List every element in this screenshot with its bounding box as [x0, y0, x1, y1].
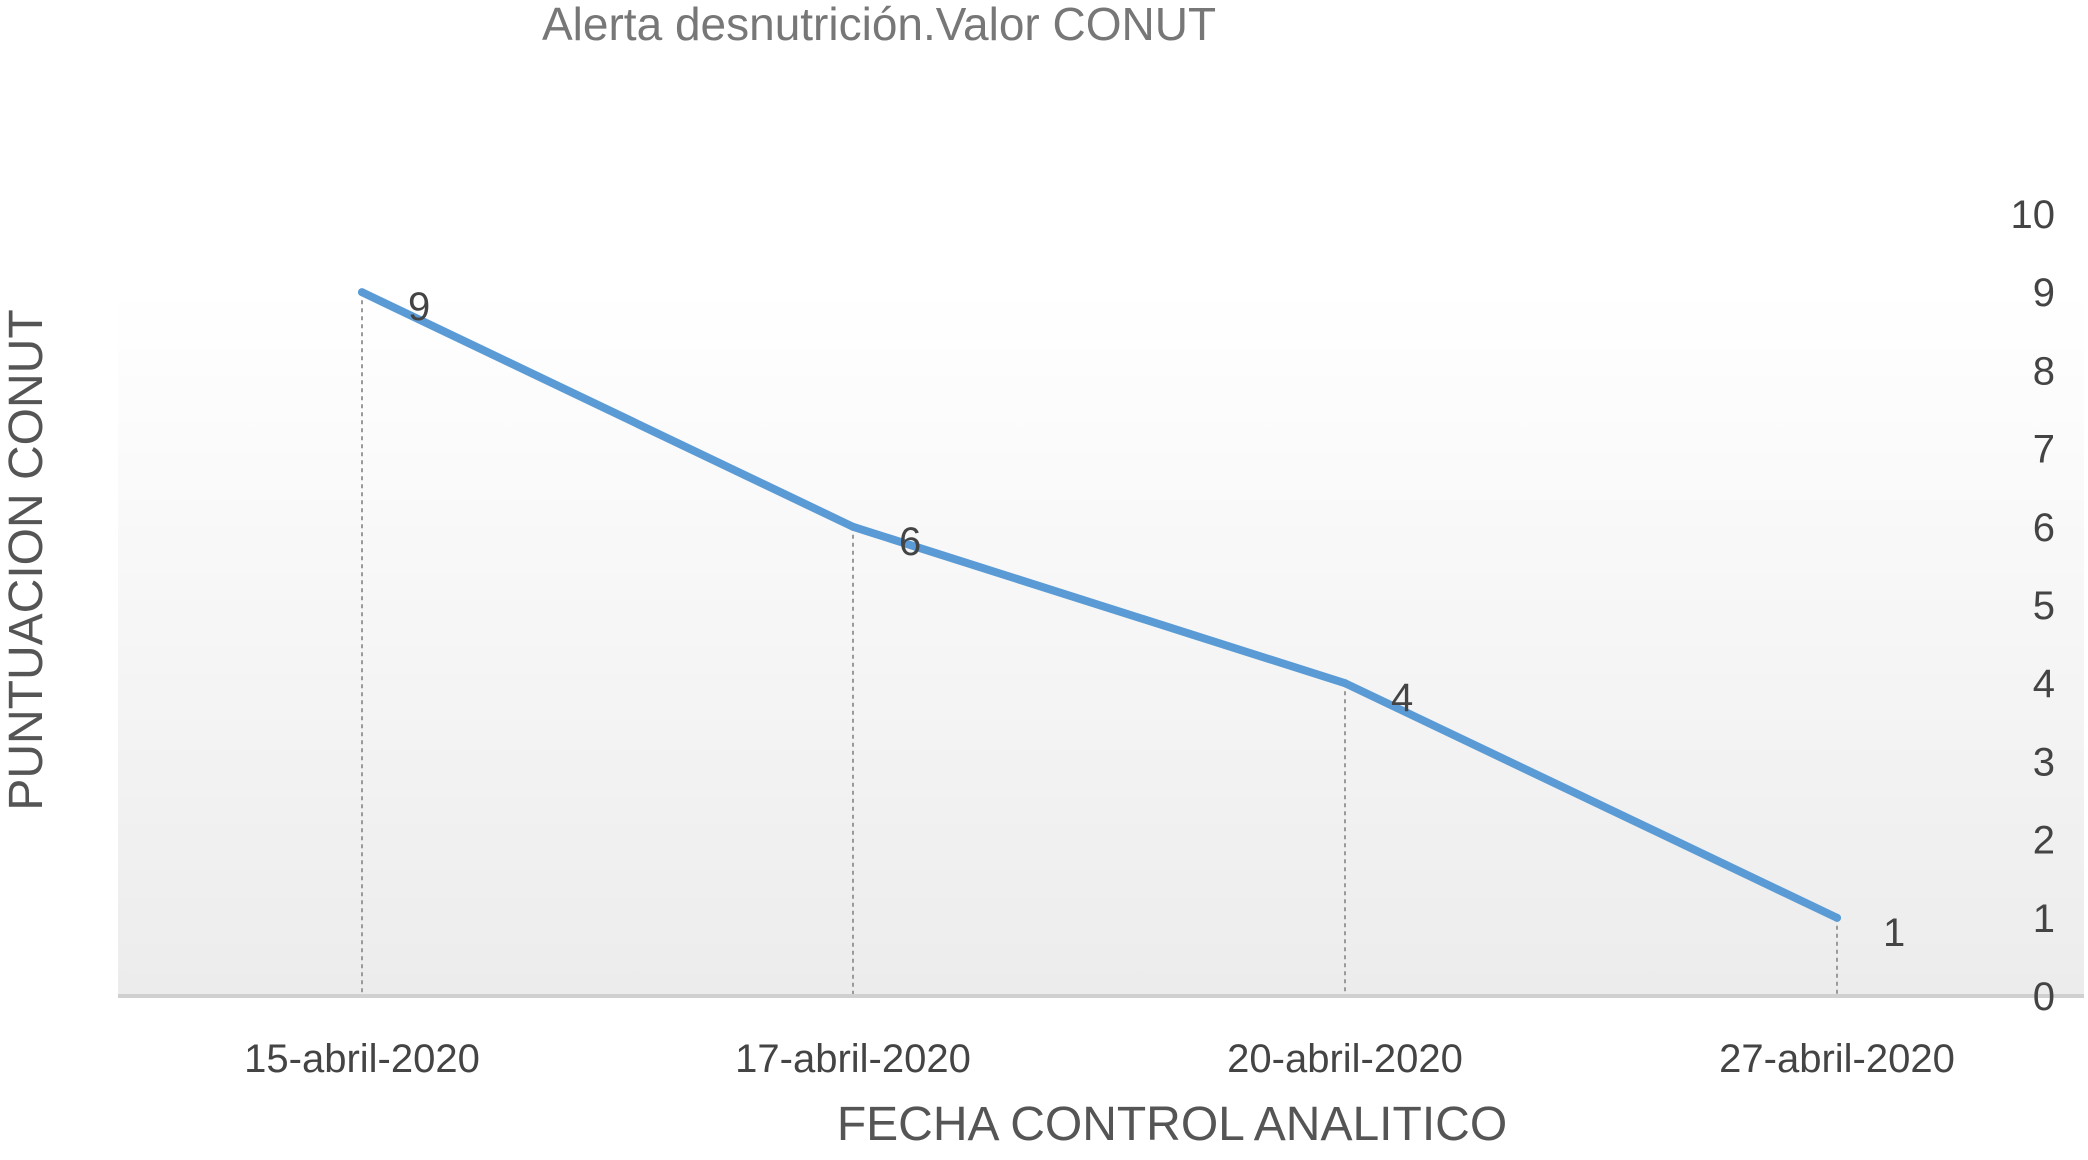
plot-background [118, 290, 2084, 996]
y-tick-label: 8 [2033, 349, 2055, 393]
x-tick-label: 15-abril-2020 [244, 1037, 480, 1081]
series-group [358, 288, 1841, 922]
x-axis-title: FECHA CONTROL ANALITICO [837, 1098, 1507, 1151]
x-tick-label: 27-abril-2020 [1719, 1037, 1955, 1081]
y-axis-ticks: 0 1 2 3 4 5 6 7 8 9 10 [2011, 193, 2056, 1019]
x-tick-label: 20-abril-2020 [1227, 1037, 1463, 1081]
data-label: 1 [1883, 911, 1905, 955]
data-point [358, 288, 366, 297]
data-label: 6 [899, 520, 921, 564]
y-axis-title: PUNTUACION CONUT [0, 309, 53, 810]
data-point [849, 522, 857, 531]
y-tick-label: 6 [2033, 506, 2055, 550]
y-tick-label: 0 [2033, 975, 2055, 1019]
y-tick-label: 2 [2033, 819, 2055, 863]
y-tick-label: 4 [2033, 662, 2055, 706]
x-axis-ticks: 15-abril-2020 17-abril-2020 20-abril-2020 2… [244, 1037, 1955, 1081]
drop-lines [361, 292, 1838, 996]
x-tick-label: 17-abril-2020 [735, 1037, 971, 1081]
data-label: 4 [1391, 676, 1413, 720]
y-tick-label: 3 [2033, 740, 2055, 784]
data-point [1833, 913, 1841, 922]
y-tick-label: 7 [2033, 428, 2055, 472]
data-point [1341, 679, 1349, 688]
chart-title: Alerta desnutrición.Valor CONUT [542, 0, 1216, 50]
data-label: 9 [408, 285, 430, 329]
data-labels: 9 6 4 1 [408, 285, 1905, 955]
series-line [358, 288, 1841, 922]
y-tick-label: 10 [2011, 193, 2056, 237]
y-tick-label: 9 [2033, 271, 2055, 315]
y-tick-label: 1 [2033, 897, 2055, 941]
y-tick-label: 5 [2033, 584, 2055, 628]
